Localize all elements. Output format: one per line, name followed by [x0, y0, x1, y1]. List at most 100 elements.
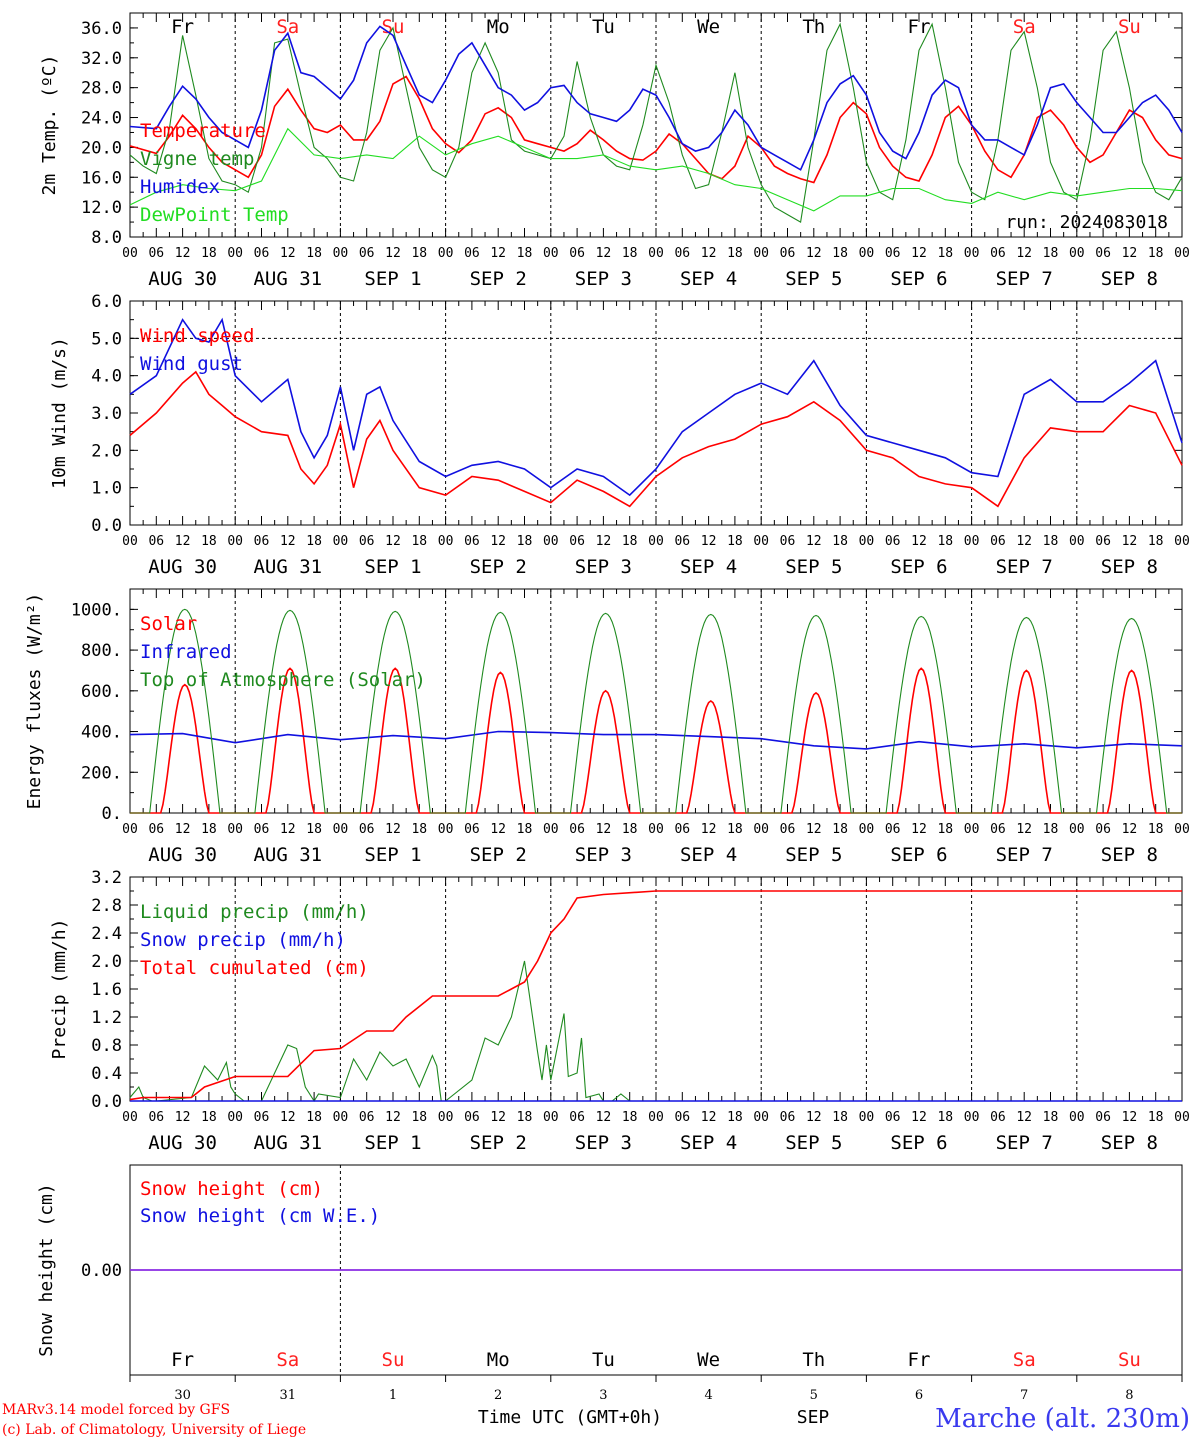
legend-entry: Top of Atmosphere (Solar)	[140, 669, 426, 691]
hour-tick-label: 06	[780, 822, 796, 837]
hour-tick-label: 18	[517, 534, 533, 549]
hour-tick-label: 06	[1095, 246, 1111, 261]
date-label: SEP 5	[785, 556, 842, 578]
legend-entry: Liquid precip (mm/h)	[140, 901, 369, 923]
hour-tick-label: 00	[227, 1110, 243, 1125]
y-tick-label: 1.0	[91, 479, 122, 499]
hour-tick-label: 06	[254, 1110, 270, 1125]
hour-tick-label: 00	[964, 246, 980, 261]
date-label: SEP 7	[996, 268, 1053, 290]
plot-frame	[129, 300, 1183, 526]
bottom-day-number: 30	[174, 1388, 191, 1403]
hour-tick-label: 18	[832, 1110, 848, 1125]
hour-tick-label: 12	[1016, 534, 1032, 549]
hour-tick-label: 18	[1043, 534, 1059, 549]
hour-tick-label: 12	[385, 1110, 401, 1125]
panels: 00 06 12 18 00 06 12 18 00 06 12 18 00 06 12 18 00 06 12 18…	[24, 12, 1190, 1376]
y-tick-label: 1.6	[91, 980, 122, 1000]
date-label: SEP 7	[996, 556, 1053, 578]
hour-tick-label: 00	[438, 534, 454, 549]
hour-tick-label: 06	[359, 534, 375, 549]
hour-tick-label: 00	[753, 822, 769, 837]
hour-tick-label: 06	[359, 1110, 375, 1125]
hour-tick-label: 12	[175, 534, 191, 549]
legend-entry: Temperature	[140, 120, 266, 142]
date-label: SEP 8	[1101, 556, 1158, 578]
hour-tick-label: 12	[596, 534, 612, 549]
hour-tick-label: 06	[885, 1110, 901, 1125]
hour-tick-label: 00	[648, 822, 664, 837]
bottom-day-abbr: Su	[1118, 1349, 1141, 1371]
legend-entry: Vigne temp	[140, 148, 254, 170]
hour-tick-label: 12	[806, 1110, 822, 1125]
date-label: SEP 3	[575, 268, 632, 290]
hour-tick-label: 12	[911, 822, 927, 837]
date-label: AUG 31	[253, 556, 322, 578]
date-label: SEP 4	[680, 1132, 737, 1154]
bottom-day-abbr: Sa	[1013, 1349, 1036, 1371]
hour-tick-label: 06	[464, 822, 480, 837]
hour-tick-label: 18	[517, 822, 533, 837]
hour-tick-label: 00	[648, 1110, 664, 1125]
hour-tick-label: 06	[885, 534, 901, 549]
hour-tick-label: 00	[1069, 246, 1085, 261]
hour-tick-label: 12	[280, 822, 296, 837]
bottom-day-abbr: Fr	[908, 1349, 931, 1371]
date-label: SEP 8	[1101, 268, 1158, 290]
date-label: SEP 3	[575, 556, 632, 578]
date-label: SEP 1	[364, 1132, 421, 1154]
hour-tick-label: 00	[1174, 534, 1190, 549]
hour-tick-label: 18	[411, 822, 427, 837]
hour-tick-label: 00	[859, 246, 875, 261]
hour-tick-label: 18	[937, 534, 953, 549]
hour-tick-label: 00	[438, 1110, 454, 1125]
legend-entry: Snow precip (mm/h)	[140, 929, 346, 951]
hour-tick-label: 12	[596, 1110, 612, 1125]
hour-tick-label: 00	[333, 246, 349, 261]
bottom-day-labels: Fr 30 Sa 31 Su 1 Mo 2 Tu 3 We 4 Th 5 Fr 6 Sa 7 Su 8	[129, 1349, 1183, 1403]
legend-entry: Humidex	[140, 176, 220, 198]
hour-tick-label: 12	[701, 1110, 717, 1125]
y-tick-label: 0.0	[91, 516, 122, 536]
bottom-day-number: 3	[599, 1388, 607, 1403]
date-label: SEP 4	[680, 268, 737, 290]
hour-tick-label: 18	[937, 1110, 953, 1125]
hour-tick-label: 00	[227, 822, 243, 837]
date-label: SEP 8	[1101, 844, 1158, 866]
y-tick-label: 6.0	[91, 292, 122, 312]
hour-tick-label: 18	[622, 822, 638, 837]
hour-tick-label: 00	[543, 534, 559, 549]
hour-tick-label: 18	[201, 1110, 217, 1125]
legend-entry: Wind speed	[140, 325, 254, 347]
date-label: SEP 6	[890, 844, 947, 866]
y-tick-label: 16.0	[81, 168, 122, 188]
bottom-day-number: 7	[1020, 1388, 1028, 1403]
date-label: SEP 6	[890, 268, 947, 290]
y-tick-label: 1000.	[71, 600, 122, 620]
hour-tick-label: 12	[385, 246, 401, 261]
y-tick-label: 3.2	[91, 868, 122, 888]
hour-tick-label: 06	[569, 1110, 585, 1125]
hour-tick-label: 18	[306, 822, 322, 837]
date-label: SEP 5	[785, 844, 842, 866]
date-label: AUG 31	[253, 268, 322, 290]
y-tick-label: 0.0	[91, 1092, 122, 1112]
bottom-day-abbr: Th	[802, 1349, 825, 1371]
hour-tick-label: 18	[727, 822, 743, 837]
hour-tick-label: 18	[727, 246, 743, 261]
hour-tick-label: 18	[1148, 822, 1164, 837]
hour-tick-label: 06	[990, 534, 1006, 549]
hour-tick-label: 12	[490, 246, 506, 261]
hour-tick-label: 12	[175, 246, 191, 261]
y-tick-label: 800.	[81, 641, 122, 661]
legend-entry: Snow height (cm W.E.)	[140, 1205, 380, 1227]
hour-tick-label: 00	[543, 1110, 559, 1125]
hour-tick-label: 06	[674, 246, 690, 261]
date-label: SEP 1	[364, 844, 421, 866]
y-tick-label: 0.4	[91, 1064, 122, 1084]
plot-frame	[129, 588, 1183, 814]
hour-tick-label: 00	[753, 1110, 769, 1125]
hour-tick-label: 06	[254, 534, 270, 549]
hour-tick-label: 00	[227, 246, 243, 261]
